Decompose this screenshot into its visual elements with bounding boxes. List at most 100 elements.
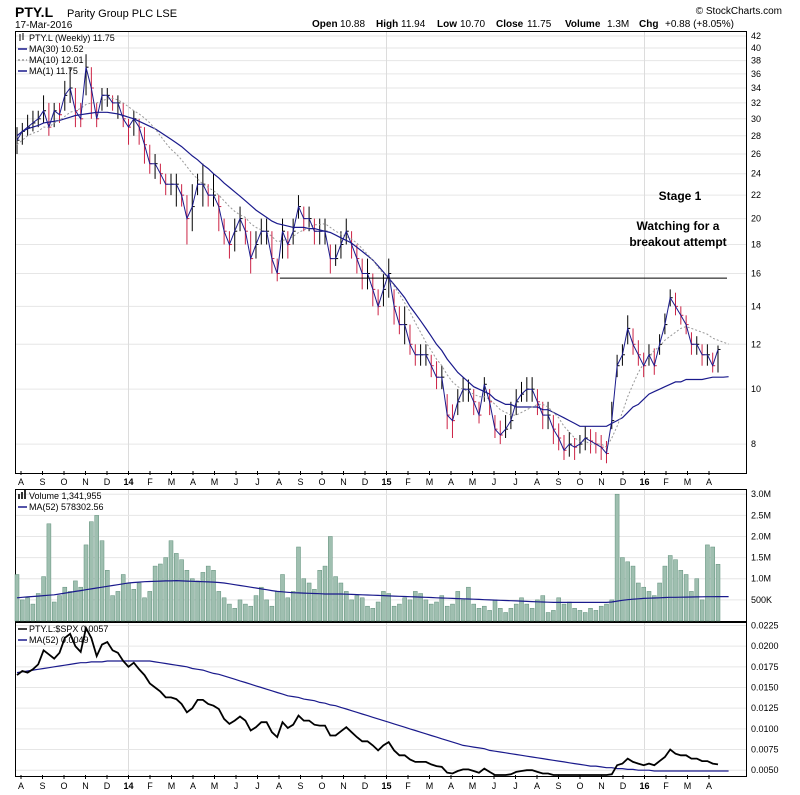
- volume-bar: [105, 570, 110, 622]
- volume-bar: [232, 608, 237, 622]
- x-tick-label: N: [340, 477, 347, 487]
- volume-bar: [567, 601, 572, 622]
- volume-bar: [94, 515, 99, 622]
- volume-bar: [147, 591, 153, 622]
- x-tick-label: M: [684, 477, 692, 487]
- volume-bar: [365, 605, 370, 622]
- stage-annotation: Stage 1 Watching for a breakout attempt: [629, 189, 726, 249]
- volume-bar: [35, 593, 41, 622]
- x-tick-label: M: [426, 781, 434, 791]
- volume-bar: [551, 610, 556, 622]
- volume-bar: [30, 603, 36, 622]
- volume-bars: [14, 493, 721, 622]
- x-tick-label: S: [555, 477, 561, 487]
- volume-bar: [439, 595, 445, 622]
- volume-bar: [678, 570, 684, 622]
- price-tick-label: 14: [751, 301, 761, 311]
- volume-bar: [466, 586, 471, 622]
- ma1-line: [16, 67, 719, 455]
- volume-bar: [338, 582, 344, 622]
- x-tick-label: O: [576, 781, 583, 791]
- volume-bar: [274, 591, 280, 622]
- volume-bar: [328, 536, 333, 622]
- volume-bar: [620, 557, 625, 622]
- ratio-tick-label: 0.0050: [751, 765, 779, 775]
- volume-bar: [561, 603, 567, 622]
- legend-label: MA(52) 578302.56: [29, 502, 104, 512]
- x-tick-label: A: [448, 781, 454, 791]
- price-panel: 8 10 12 14 16 18 20 22 24 26 28 30 32 34 36 38 40 42 Stag…: [15, 31, 761, 474]
- x-tick-label: M: [168, 781, 176, 791]
- low-label: Low: [437, 19, 457, 30]
- x-tick-label: J: [513, 477, 518, 487]
- x-tick-label: O: [60, 477, 67, 487]
- volume-bar: [503, 612, 508, 622]
- x-tick-label: A: [190, 477, 196, 487]
- ratio-tick-label: 0.0125: [751, 703, 779, 713]
- volume-bar: [545, 612, 551, 622]
- price-tick-label: 18: [751, 240, 761, 250]
- x-tick-label: A: [448, 477, 454, 487]
- ratio-tick-label: 0.0175: [751, 662, 779, 672]
- price-tick-label: 40: [751, 43, 761, 53]
- x-tick-label: F: [405, 781, 411, 791]
- volume-bar: [689, 591, 694, 622]
- x-tick-label: D: [620, 477, 627, 487]
- volume-bar: [593, 610, 599, 622]
- x-tick-label: M: [684, 781, 692, 791]
- volume-bar: [673, 559, 678, 622]
- legend-label: Volume 1,341,955: [29, 491, 102, 501]
- volume-bar: [609, 599, 615, 622]
- legend-entry: PTY.L (Weekly) 11.75: [19, 33, 115, 43]
- volume-bar: [41, 576, 46, 622]
- volume-bar: [646, 591, 652, 622]
- x-tick-label: 14: [123, 477, 133, 487]
- volume-bar: [614, 493, 620, 622]
- x-tick-label: O: [60, 781, 67, 791]
- price-gridlines: [16, 32, 746, 473]
- high-value: 11.94: [401, 19, 426, 30]
- ratio-x-axis: A S O N D 14 F M A M J J A S O N D 15 F M A M J J A S O N D 16 F M A: [18, 775, 712, 791]
- high-label: High: [376, 19, 398, 30]
- volume-bar: [375, 601, 381, 622]
- volume-bar: [508, 608, 514, 622]
- x-tick-label: M: [211, 477, 219, 487]
- volume-bar: [126, 582, 131, 622]
- x-tick-label: S: [39, 477, 45, 487]
- volume-panel: 500K 1.0M 1.5M 2.0M 2.5M 3.0M Volume 1,341,95…: [14, 489, 772, 622]
- open-label: Open: [312, 19, 338, 30]
- x-tick-label: J: [255, 781, 260, 791]
- volume-tick-label: 500K: [751, 595, 772, 605]
- x-tick-label: M: [426, 477, 434, 487]
- volume-bar: [190, 578, 195, 622]
- legend-swatch: [21, 492, 23, 499]
- volume-bar: [237, 599, 243, 622]
- x-tick-label: F: [405, 477, 411, 487]
- volume-bar: [62, 586, 68, 622]
- volume-bar: [25, 597, 30, 622]
- close-value: 11.75: [527, 19, 552, 30]
- x-tick-label: J: [492, 781, 497, 791]
- ratio-y-axis: 0.0050 0.0075 0.0100 0.0125 0.0150 0.0175 0.02…: [751, 620, 779, 775]
- volume-bar: [471, 603, 476, 622]
- x-tick-label: N: [82, 781, 89, 791]
- volume-bar: [359, 597, 365, 622]
- volume-bar: [344, 591, 349, 622]
- volume-bar: [317, 570, 322, 622]
- volume-bar: [312, 589, 317, 622]
- price-y-axis: 8 10 12 14 16 18 20 22 24 26 28 30 32 34 36 38 40 42: [751, 31, 761, 449]
- x-tick-label: A: [534, 781, 540, 791]
- x-tick-label: F: [147, 781, 153, 791]
- volume-bar: [174, 553, 179, 622]
- volume-bar: [51, 601, 57, 622]
- x-tick-label: J: [234, 781, 239, 791]
- open-value: 10.88: [340, 19, 365, 30]
- volume-bar: [683, 574, 689, 622]
- volume-bar: [184, 570, 190, 622]
- volume-tick-label: 3.0M: [751, 489, 771, 499]
- legend-label: MA(30) 10.52: [29, 44, 84, 54]
- ratio-panel-frame: [15, 622, 747, 777]
